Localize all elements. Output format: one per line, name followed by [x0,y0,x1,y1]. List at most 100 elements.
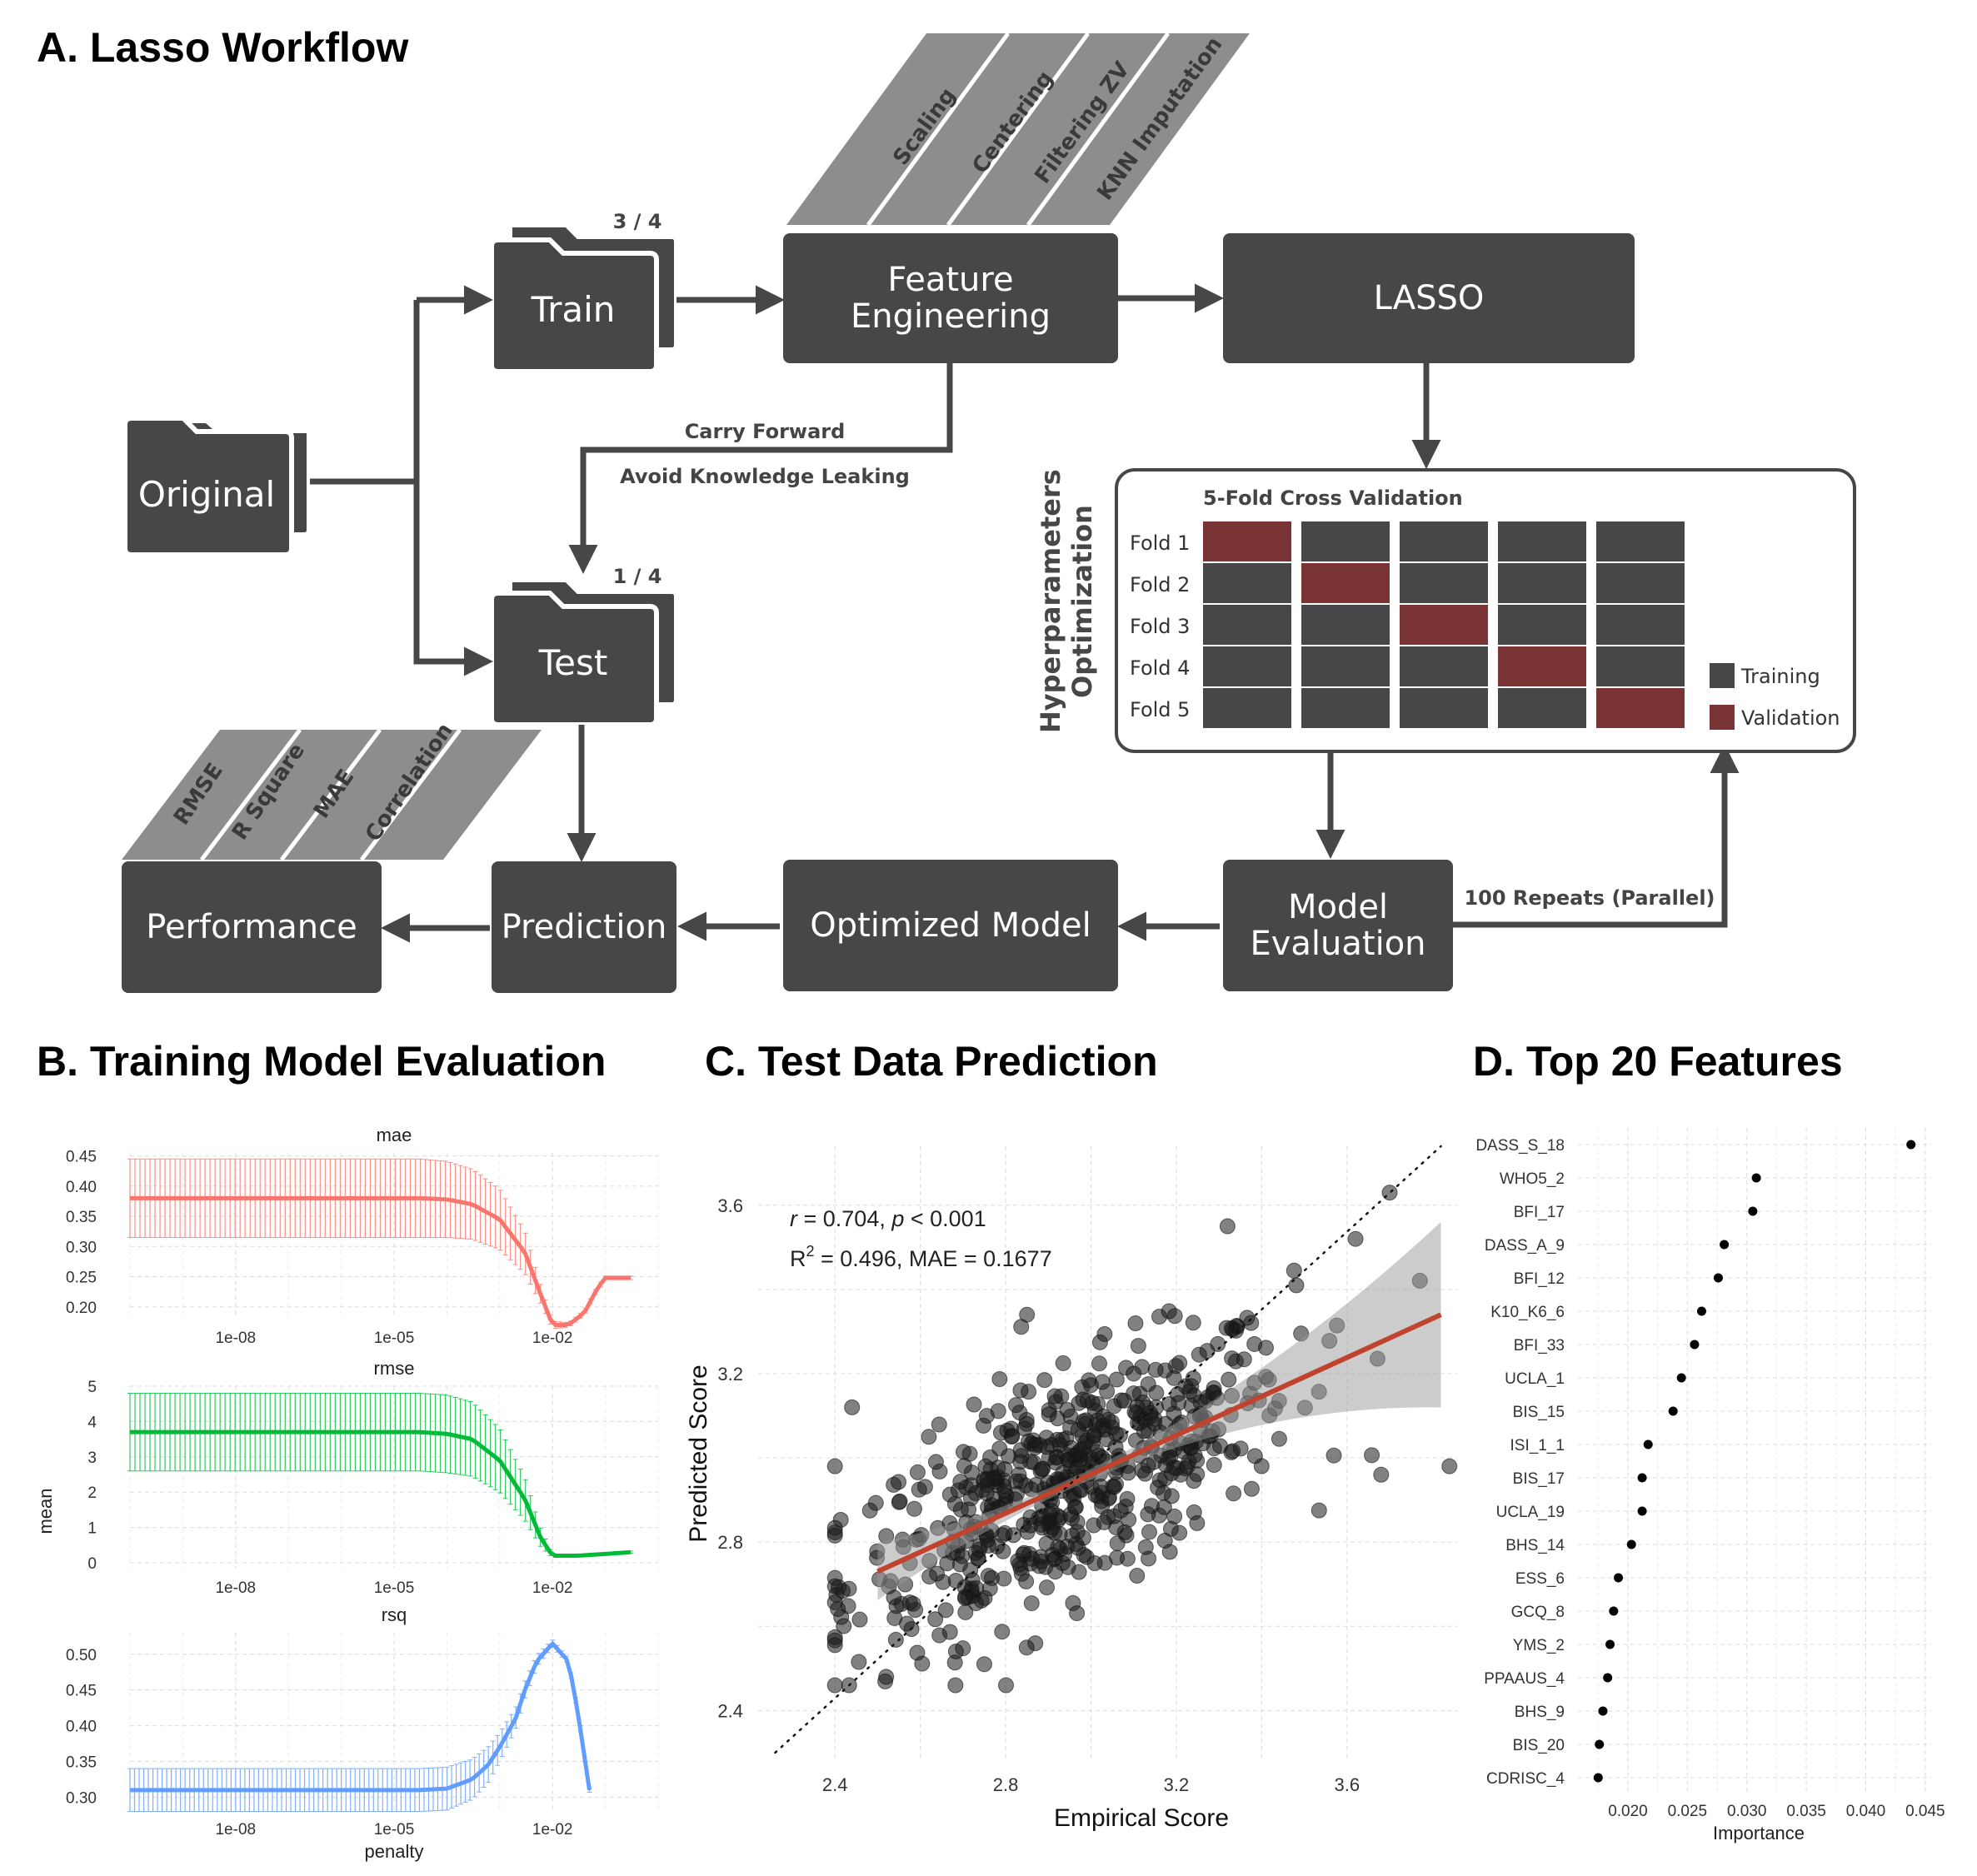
feature-label: UCLA_1 [1505,1370,1565,1388]
y-tick-label: 0.45 [66,1683,97,1700]
data-point [1246,1448,1263,1464]
y-axis-label: mean [35,1488,56,1534]
model-evaluation-line-2: Evaluation [1250,925,1426,963]
feature-label: UCLA_19 [1496,1504,1565,1521]
feature-label: BFI_33 [1514,1337,1565,1355]
feature-importance-point [1595,1739,1605,1749]
data-point [1086,1555,1103,1572]
cv-cell [1596,646,1685,686]
cv-cell [1596,688,1685,728]
facet-title-rmse: rmse [374,1358,415,1379]
data-point [826,1677,843,1694]
legend-training-label: Training [1740,665,1820,688]
fold-1-label: Fold 1 [1130,531,1190,555]
feature-importance-point [1713,1273,1723,1283]
test-fraction: 1 / 4 [613,565,662,588]
y-tick-label: 0.40 [66,1719,97,1736]
data-point [1050,1539,1066,1555]
data-point [957,1589,974,1605]
feature-importance-point [1748,1206,1758,1216]
data-point [1108,1371,1125,1388]
feature-importance-point [1720,1240,1730,1250]
data-point [976,1656,992,1673]
data-point [886,1476,902,1493]
repeats-label: 100 Repeats (Parallel) [1464,886,1715,910]
data-point [830,1601,846,1618]
data-point [1161,1396,1177,1413]
annotation-r2-sup: 2 [806,1243,815,1260]
cv-cell [1203,563,1291,603]
model-evaluation-line-1: Model [1287,888,1389,926]
cv-cell [1400,521,1488,561]
feature-label: CDRISC_4 [1486,1770,1565,1788]
data-point [1083,1377,1100,1394]
feature-label: BIS_17 [1513,1470,1565,1488]
cv-title: 5-Fold Cross Validation [1203,486,1463,510]
data-point [1072,1442,1089,1459]
y-tick-label: 0.40 [66,1179,97,1196]
data-point [1096,1514,1112,1530]
data-point [1147,1361,1164,1378]
facet-title-rsq: rsq [382,1604,407,1625]
feature-label: DASS_S_18 [1475,1137,1565,1155]
y-tick-label: 4 [87,1414,97,1431]
data-point [1024,1550,1041,1567]
data-point [1069,1605,1086,1622]
y-tick-label: 1 [87,1520,97,1538]
x-tick-label: 1e-05 [374,1821,415,1839]
data-point [1042,1522,1059,1539]
data-point [1041,1406,1057,1423]
data-point [1079,1392,1096,1409]
data-point [1127,1315,1144,1332]
data-point [1012,1382,1029,1399]
data-point [946,1654,963,1671]
series-line-rsq [130,1641,592,1793]
data-point [1364,1447,1380,1464]
data-point [1236,1351,1252,1368]
data-point [1062,1506,1079,1523]
hpo-label-2: Optimization [1066,505,1098,698]
feature-importance-point [1668,1406,1678,1416]
data-point [1373,1466,1390,1483]
feature-importance-point [1603,1673,1613,1683]
y-tick-label: 2 [87,1484,97,1502]
data-point [1129,1399,1146,1415]
data-point [1288,1277,1305,1294]
training-evaluation-chart: mae 0.45 0.40 0.35 0.30 0.25 0.20 1e-08 1e-05 1e-… [35,1125,659,1862]
data-point [1141,1524,1157,1540]
data-point [914,1655,931,1672]
x-tick-label: 0.025 [1668,1803,1708,1820]
data-point [1003,1429,1020,1445]
data-point [1018,1573,1035,1589]
data-point [1067,1536,1084,1553]
annotation-r: r [790,1206,798,1231]
annotation-r2-value: = 0.496, MAE = 0.1677 [815,1246,1052,1271]
facet-title-mae: mae [377,1125,412,1145]
data-point [1119,1490,1136,1507]
y-tick-label: 0.30 [66,1239,97,1256]
feature-label: BHS_14 [1505,1537,1565,1554]
data-point [1191,1346,1207,1363]
data-point [1093,1493,1110,1509]
performance-box: Performance [122,861,382,993]
data-point [956,1458,972,1474]
cv-cell [1301,605,1390,645]
data-point [1095,1409,1111,1425]
data-point [1008,1485,1025,1502]
y-tick-label: 0 [87,1555,97,1573]
data-point [952,1474,969,1490]
correlation-annotation: r = 0.704, p < 0.001 [790,1206,986,1231]
data-point [878,1669,895,1685]
data-point [867,1494,884,1511]
x-tick-label: 1e-02 [532,1579,573,1597]
data-point [909,1464,926,1480]
cv-cell [1400,646,1488,686]
data-point [1033,1461,1050,1478]
annotation-r-value: = 0.704, [797,1206,891,1231]
x-tick-label: 1e-08 [215,1330,256,1347]
data-point [955,1640,971,1657]
cv-cell [1400,688,1488,728]
data-point [1018,1411,1035,1428]
x-tick-label: 3.2 [1164,1774,1190,1795]
data-point [1023,1595,1040,1612]
